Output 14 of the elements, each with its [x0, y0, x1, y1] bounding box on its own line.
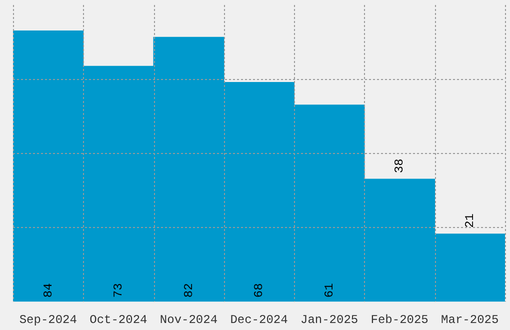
data-label: 84	[41, 283, 56, 298]
x-tick-label: Sep-2024	[19, 312, 77, 327]
x-tick-label: Mar-2025	[441, 312, 499, 327]
data-label: 73	[112, 283, 126, 298]
x-tick-label: Nov-2024	[160, 312, 218, 327]
x-tick-label: Oct-2024	[90, 312, 148, 327]
x-tick-label: Jan-2025	[300, 312, 358, 327]
data-label: 68	[252, 283, 266, 298]
data-label: 82	[182, 283, 196, 298]
x-tick-label: Feb-2025	[370, 312, 428, 327]
x-tick-label: Dec-2024	[230, 312, 288, 327]
data-label: 61	[322, 283, 336, 298]
data-label: 21	[463, 213, 478, 228]
data-label: 38	[392, 158, 407, 174]
